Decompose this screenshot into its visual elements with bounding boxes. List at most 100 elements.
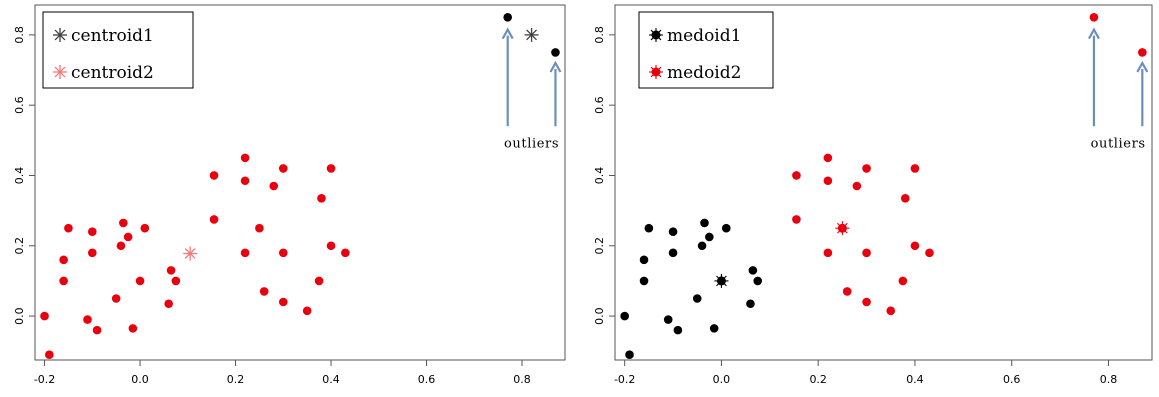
data-point [792, 171, 801, 180]
data-point [164, 299, 173, 309]
x-tick-label: -0.2 [614, 373, 635, 386]
x-tick-label: 0.2 [809, 373, 827, 386]
legend-label: medoid1 [667, 26, 741, 46]
y-tick-label: 0.4 [13, 167, 26, 185]
data-point [269, 181, 279, 191]
x-tick-label: 0.4 [322, 373, 340, 386]
data-point [639, 255, 649, 265]
legend-medoid2-icon [649, 65, 663, 79]
y-tick-label: 0.6 [593, 96, 606, 114]
legend-label: centroid1 [71, 26, 154, 46]
x-tick-label: 0.2 [227, 373, 245, 386]
medoid2-marker [835, 221, 850, 236]
centroid1-marker [524, 27, 539, 42]
x-tick-label: 0.0 [131, 373, 149, 386]
data-point [1138, 48, 1147, 57]
data-point [171, 276, 181, 286]
data-point [326, 241, 336, 251]
data-point [278, 164, 288, 173]
data-point [823, 248, 833, 258]
data-point [59, 276, 68, 286]
data-point [240, 176, 250, 186]
data-point [503, 13, 513, 22]
data-point [705, 232, 714, 242]
x-tick-label: 0.6 [418, 373, 436, 386]
outliers-annotation: outliers [504, 136, 559, 151]
legend-medoid1-icon [649, 28, 663, 42]
legend-box [42, 11, 194, 89]
data-point [910, 241, 920, 251]
data-point [87, 227, 97, 237]
x-tick-label: 0.0 [713, 373, 731, 386]
data-point [255, 223, 264, 233]
y-tick-label: 0.8 [593, 26, 606, 44]
legend: centroid1 centroid2 [42, 11, 194, 89]
data-point [278, 248, 288, 258]
data-point [925, 248, 934, 258]
y-tick-label: 0.2 [13, 237, 26, 255]
data-point [746, 299, 755, 309]
x-tick-label: 0.8 [1100, 373, 1118, 386]
data-point [128, 324, 138, 333]
data-point [697, 241, 707, 251]
data-point [64, 223, 73, 233]
data-point [668, 248, 678, 258]
y-tick-label: 0.2 [593, 237, 606, 255]
data-point [673, 325, 683, 335]
data-point [119, 218, 128, 228]
data-point [692, 294, 702, 303]
data-point [900, 194, 910, 203]
outliers-annotation: outliers [1091, 136, 1146, 151]
data-point [314, 276, 324, 286]
legend-centroid1-icon [53, 28, 67, 42]
data-point [823, 153, 833, 163]
data-point [823, 176, 833, 186]
data-point [668, 227, 678, 237]
data-point [166, 266, 176, 275]
data-point [644, 223, 654, 233]
data-point [45, 350, 54, 360]
data-point [240, 248, 250, 258]
data-point [886, 306, 896, 316]
data-point [87, 248, 97, 258]
outlier-arrowhead [549, 60, 562, 73]
x-tick-label: 0.4 [906, 373, 924, 386]
data-point [663, 315, 673, 324]
data-point [898, 276, 908, 286]
data-point [842, 287, 852, 296]
legend-label: centroid2 [71, 63, 154, 83]
data-point [259, 287, 269, 296]
data-point [852, 181, 862, 191]
data-point [862, 297, 871, 307]
legend-centroid2-icon [53, 65, 67, 79]
legend: medoid1 medoid2 [638, 11, 774, 89]
y-tick-label: 0.4 [593, 167, 606, 185]
data-point [748, 266, 758, 275]
plot-frame [614, 4, 1153, 361]
y-tick-label: 0.8 [13, 26, 26, 44]
data-point [240, 153, 250, 163]
data-point [135, 276, 145, 286]
legend-label: medoid2 [667, 63, 741, 83]
data-point [639, 276, 649, 286]
data-point [341, 248, 350, 258]
outlier-arrowhead [1136, 60, 1149, 73]
x-tick-label: 0.6 [1003, 373, 1021, 386]
data-point [910, 164, 920, 173]
data-point [317, 194, 326, 203]
data-point [753, 276, 763, 286]
data-point [1089, 13, 1099, 22]
data-point [83, 315, 92, 324]
data-point [116, 241, 126, 251]
legend-box [638, 11, 774, 89]
data-point [620, 311, 629, 321]
plot-frame [34, 4, 566, 361]
data-point [862, 248, 871, 258]
data-point [326, 164, 336, 173]
data-point [111, 294, 121, 303]
data-point [721, 223, 731, 233]
data-point [551, 48, 560, 57]
data-point [140, 223, 150, 233]
x-tick-label: 0.8 [513, 373, 531, 386]
